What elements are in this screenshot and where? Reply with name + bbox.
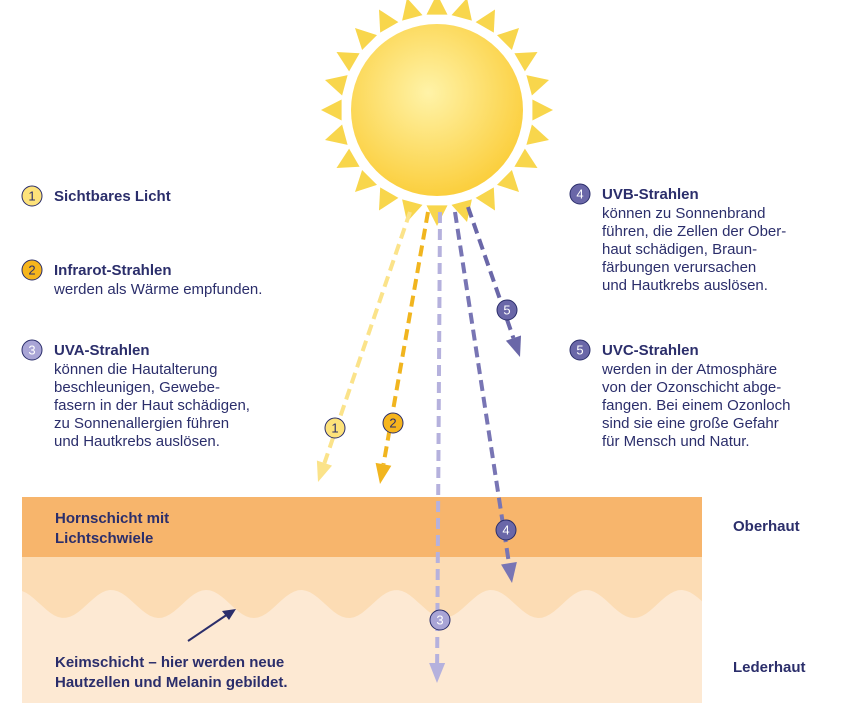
legend-text: sind sie eine große Gefahr (602, 415, 779, 432)
ray-number: 1 (331, 420, 338, 435)
layer-label: Hautzellen und Melanin gebildet. (55, 674, 288, 691)
ray-head (506, 335, 521, 357)
sun-ray (514, 52, 537, 71)
ray-number: 3 (436, 612, 443, 627)
sun-ray (402, 0, 422, 21)
sun-ray (526, 125, 549, 145)
sun-ray (476, 10, 495, 33)
legend-text: für Mensch und Natur. (602, 433, 750, 450)
legend-title: UVA-Strahlen (54, 342, 150, 359)
legend-text: werden in der Atmosphäre (601, 361, 777, 378)
legend-number: 4 (576, 186, 583, 201)
sun-ray (526, 75, 549, 95)
legend-text: fasern in der Haut schädigen, (54, 397, 250, 414)
layer-name: Oberhaut (733, 518, 800, 535)
sun-ray (321, 100, 342, 121)
ray-head (317, 460, 332, 482)
sun-ray (355, 170, 377, 192)
layer-label: Keimschicht – hier werden neue (55, 654, 284, 671)
legend-text: von der Ozonschicht abge- (602, 379, 781, 396)
legend-text: fangen. Bei einem Ozonloch (602, 397, 790, 414)
sun-ray (379, 187, 398, 210)
sun-ray (497, 170, 519, 192)
epidermis-band (22, 497, 702, 557)
legend-text: und Hautkrebs auslösen. (602, 277, 768, 294)
sun (321, 0, 553, 226)
legend-title: UVC-Strahlen (602, 342, 699, 359)
layer-label: Hornschicht mit (55, 510, 169, 527)
sun-ray (452, 0, 472, 21)
legend-title: UVB-Strahlen (602, 186, 699, 203)
legend-text: und Hautkrebs auslösen. (54, 433, 220, 450)
legend-text: färbungen verursachen (602, 259, 756, 276)
legend-text: haut schädigen, Braun- (602, 241, 757, 258)
ray-head (376, 463, 392, 484)
legend-text: werden als Wärme empfunden. (53, 281, 262, 298)
legend-text: können zu Sonnenbrand (602, 205, 765, 222)
sun-ray (379, 10, 398, 33)
sun-ray (325, 75, 348, 95)
legend-text: führen, die Zellen der Ober- (602, 223, 786, 240)
legend-text: können die Hautalterung (54, 361, 217, 378)
sun-ray (427, 205, 448, 226)
sun-ray (337, 149, 360, 168)
sun-ray (497, 28, 519, 50)
layer-name: Lederhaut (733, 659, 806, 676)
diagram: 1 2 3 4 5 1 Sichtbares Licht 2 Infrarot-Strahle… (0, 0, 857, 703)
ray-number: 4 (502, 522, 509, 537)
legend-number: 3 (28, 342, 35, 357)
legend-number: 1 (28, 188, 35, 203)
legend-title: Infrarot-Strahlen (54, 262, 172, 279)
legend-number: 2 (28, 262, 35, 277)
sun-ray (514, 149, 537, 168)
legend-title: Sichtbares Licht (54, 188, 171, 205)
sun-ray (427, 0, 448, 15)
sun-disc (351, 24, 523, 196)
sun-ray (325, 125, 348, 145)
sun-ray (337, 52, 360, 71)
legend-text: zu Sonnenallergien führen (54, 415, 229, 432)
sun-ray (355, 28, 377, 50)
layer-label: Lichtschwiele (55, 530, 153, 547)
sun-ray (402, 199, 422, 222)
ray-number: 2 (389, 415, 396, 430)
legend-number: 5 (576, 342, 583, 357)
legend-text: beschleunigen, Gewebe- (54, 379, 220, 396)
ray-number: 5 (503, 302, 510, 317)
sun-ray (476, 187, 495, 210)
sun-ray (532, 100, 553, 121)
